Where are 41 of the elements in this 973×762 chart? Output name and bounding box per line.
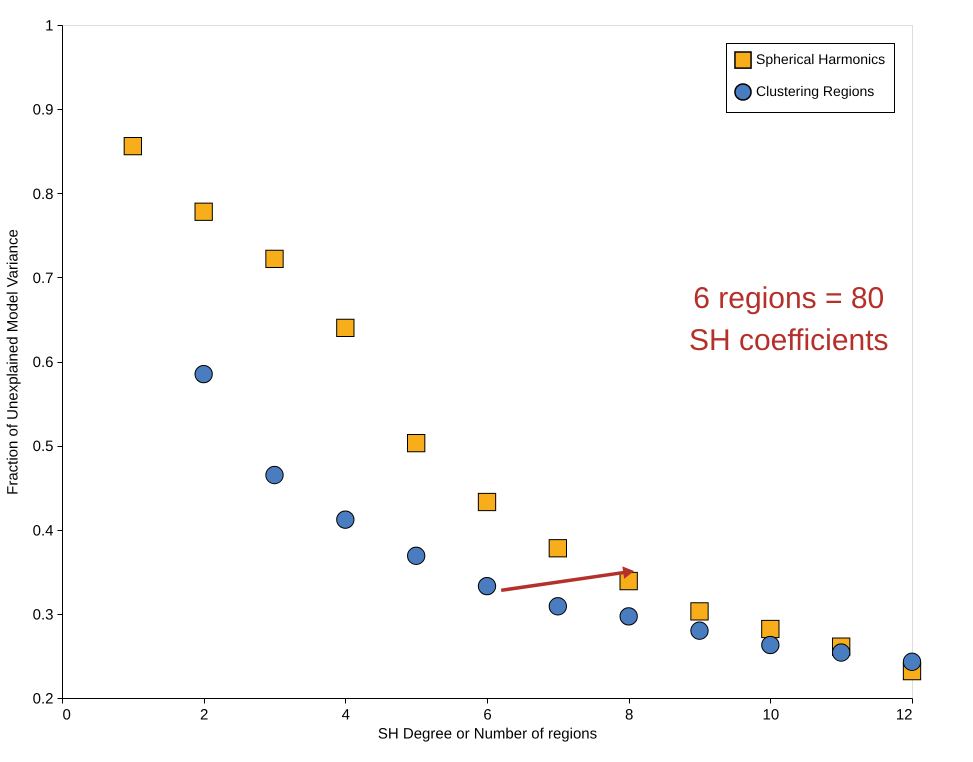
point <box>478 576 496 596</box>
legend-label: Spherical Harmonics <box>756 51 886 67</box>
point <box>690 602 709 621</box>
point <box>548 539 567 558</box>
point <box>194 202 213 221</box>
x-tick-label: 0 <box>62 706 71 724</box>
point <box>336 318 354 338</box>
legend-label: Clustering Regions <box>756 83 874 99</box>
x-tick-label: 6 <box>483 706 492 724</box>
y-tick-label: 0.9 <box>32 102 54 119</box>
point <box>548 597 567 616</box>
y-tick-label: 0.7 <box>32 270 54 287</box>
point <box>902 652 922 671</box>
x-axis-title: SH Degree or Number of regions <box>378 726 598 742</box>
point <box>336 510 354 529</box>
y-tick-label: 0.5 <box>32 438 54 456</box>
y-tick-label: 0.2 <box>32 690 54 708</box>
point <box>124 136 142 156</box>
point <box>265 250 284 268</box>
point <box>265 466 284 484</box>
y-tick-label: 0.4 <box>32 522 54 540</box>
point <box>832 643 850 662</box>
y-tick-label: 0.3 <box>32 606 54 624</box>
point <box>407 434 426 452</box>
point <box>407 546 426 565</box>
y-tick-label: 0.8 <box>32 186 54 203</box>
point <box>620 607 638 626</box>
x-tick-label: 4 <box>342 706 350 724</box>
x-tick-label: 10 <box>762 706 780 724</box>
point <box>761 620 780 638</box>
x-tick-label: 8 <box>624 706 634 724</box>
point <box>761 636 780 654</box>
y-axis-title: Fraction of Unexplained Model Variance <box>4 229 22 495</box>
annotation: 6 regions = 80 SH coefficients <box>688 282 889 358</box>
x-tick-label: 12 <box>896 706 912 724</box>
point <box>478 492 496 512</box>
point <box>690 622 709 640</box>
x-tick-label: 2 <box>200 706 208 724</box>
y-tick-label: 0.6 <box>32 354 54 371</box>
point <box>194 364 213 384</box>
y-tick-label: 1 <box>45 18 54 34</box>
